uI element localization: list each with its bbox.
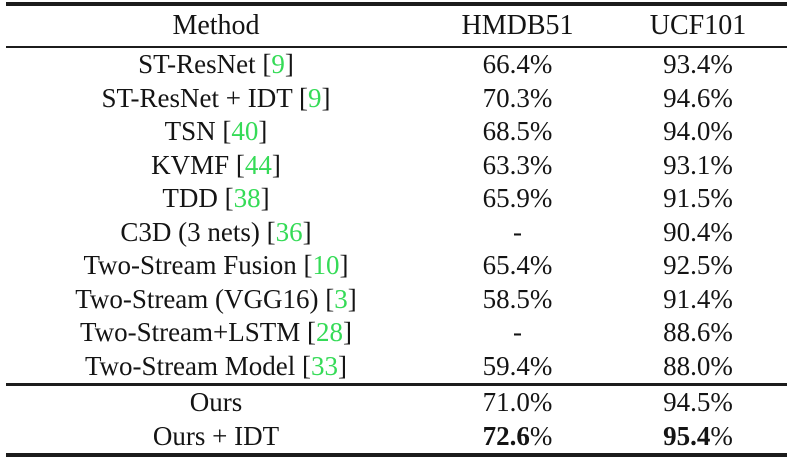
table-top-rule bbox=[6, 2, 787, 6]
ucf101-value-cell: 94.5% bbox=[663, 387, 733, 418]
hmdb51-value-cell: 72.6% bbox=[482, 420, 553, 451]
table-row: Two-Stream (VGG16) [3] 58.5% 91.4% bbox=[6, 283, 787, 317]
table-row: KVMF [44] 63.3% 93.1% bbox=[6, 149, 787, 183]
table-row: C3D (3 nets) [36] - 90.4% bbox=[6, 216, 787, 250]
header-separator-rule bbox=[6, 46, 787, 48]
hmdb51-value-cell: 59.4% bbox=[482, 350, 553, 381]
citation-ref: 38 bbox=[233, 183, 261, 214]
table-summary: Ours 71.0% 94.5% Ours + IDT 72.6% 95.4% bbox=[6, 386, 787, 453]
hmdb51-value-cell: 68.5% bbox=[482, 116, 553, 147]
method-name: Two-Stream+LSTM bbox=[79, 317, 301, 348]
hmdb51-value-cell: 65.4% bbox=[482, 250, 553, 281]
hmdb51-value-cell: - bbox=[513, 317, 522, 348]
method-name: ST-ResNet + IDT bbox=[101, 82, 293, 113]
table-row: ST-ResNet [9] 66.4% 93.4% bbox=[6, 48, 787, 82]
table-body: ST-ResNet [9] 66.4% 93.4% ST-ResNet + IDT [… bbox=[6, 48, 787, 383]
method-cell: ST-ResNet + IDT [9] bbox=[101, 82, 331, 113]
hmdb51-value-cell: 70.3% bbox=[482, 82, 553, 113]
method-name: Ours + IDT bbox=[152, 420, 280, 451]
ucf101-value-cell: 93.4% bbox=[663, 49, 733, 80]
table-row: ST-ResNet + IDT [9] 70.3% 94.6% bbox=[6, 82, 787, 116]
hmdb51-value-cell: 71.0% bbox=[482, 387, 553, 418]
ucf101-value-cell: 92.5% bbox=[663, 250, 733, 281]
table-row: TDD [38] 65.9% 91.5% bbox=[6, 182, 787, 216]
method-cell: Two-Stream Model [33] bbox=[84, 350, 348, 381]
method-cell: TDD [38] bbox=[162, 183, 270, 214]
table-bottom-rule bbox=[6, 453, 787, 457]
ucf101-value-cell: 90.4% bbox=[663, 216, 733, 247]
table-row: TSN [40] 68.5% 94.0% bbox=[6, 115, 787, 149]
method-name: Ours bbox=[189, 387, 243, 418]
hmdb51-value-cell: 66.4% bbox=[482, 49, 553, 80]
column-header-method: Method bbox=[172, 10, 260, 41]
best-result-value: 95.4 bbox=[663, 420, 711, 451]
table-row: Two-Stream Model [33] 59.4% 88.0% bbox=[6, 350, 787, 384]
method-name: TDD bbox=[162, 183, 218, 214]
method-name: Two-Stream Fusion bbox=[83, 250, 297, 281]
table-row: Ours 71.0% 94.5% bbox=[6, 386, 787, 420]
citation-ref: 9 bbox=[271, 49, 285, 80]
method-cell: ST-ResNet [9] bbox=[138, 49, 294, 80]
hmdb51-value-cell: 58.5% bbox=[482, 283, 553, 314]
citation-ref: 28 bbox=[316, 317, 344, 348]
method-name: Two-Stream Model bbox=[84, 350, 296, 381]
column-header-ucf101: UCF101 bbox=[649, 10, 747, 41]
method-name: C3D (3 nets) bbox=[120, 216, 260, 247]
method-cell: TSN [40] bbox=[164, 116, 268, 147]
citation-ref: 3 bbox=[334, 283, 348, 314]
citation-ref: 9 bbox=[307, 82, 322, 113]
ucf101-value-cell: 94.0% bbox=[663, 116, 733, 147]
method-cell: Ours + IDT bbox=[6, 420, 426, 451]
ucf101-value-cell: 88.0% bbox=[663, 350, 733, 381]
citation-ref: 44 bbox=[244, 149, 272, 180]
hmdb51-value-cell: 63.3% bbox=[482, 149, 553, 180]
table-header: Method HMDB51 UCF101 bbox=[6, 6, 787, 46]
method-cell: Ours bbox=[6, 389, 426, 416]
ucf101-value-cell: 94.6% bbox=[663, 82, 733, 113]
column-header-hmdb51: HMDB51 bbox=[461, 10, 574, 41]
table-row: Two-Stream Fusion [10] 65.4% 92.5% bbox=[6, 249, 787, 283]
hmdb51-value-cell: 65.9% bbox=[482, 183, 553, 214]
method-name: Two-Stream (VGG16) bbox=[75, 283, 319, 314]
ucf101-value-cell: 91.5% bbox=[663, 183, 733, 214]
citation-ref: 10 bbox=[312, 250, 340, 281]
citation-ref: 36 bbox=[275, 216, 303, 247]
ucf101-value-cell: 95.4% bbox=[663, 420, 733, 451]
table-row: Two-Stream+LSTM [28] - 88.6% bbox=[6, 316, 787, 350]
method-name: KVMF bbox=[151, 149, 230, 180]
method-cell: Two-Stream Fusion [10] bbox=[83, 250, 349, 281]
best-result-value: 72.6 bbox=[482, 420, 530, 451]
method-name: ST-ResNet bbox=[138, 49, 256, 80]
hmdb51-value-cell: - bbox=[513, 216, 522, 247]
table-row: Ours + IDT 72.6% 95.4% bbox=[6, 420, 787, 454]
method-cell: C3D (3 nets) [36] bbox=[120, 216, 312, 247]
citation-ref: 33 bbox=[311, 350, 339, 381]
ucf101-value-cell: 93.1% bbox=[663, 149, 733, 180]
method-cell: Two-Stream (VGG16) [3] bbox=[75, 283, 357, 314]
method-name: TSN bbox=[164, 116, 216, 147]
method-cell: KVMF [44] bbox=[151, 149, 281, 180]
method-cell: Two-Stream+LSTM [28] bbox=[79, 317, 353, 348]
ucf101-value-cell: 88.6% bbox=[663, 317, 733, 348]
summary-separator-rule bbox=[6, 383, 787, 386]
citation-ref: 40 bbox=[231, 116, 259, 147]
ucf101-value-cell: 91.4% bbox=[663, 283, 733, 314]
